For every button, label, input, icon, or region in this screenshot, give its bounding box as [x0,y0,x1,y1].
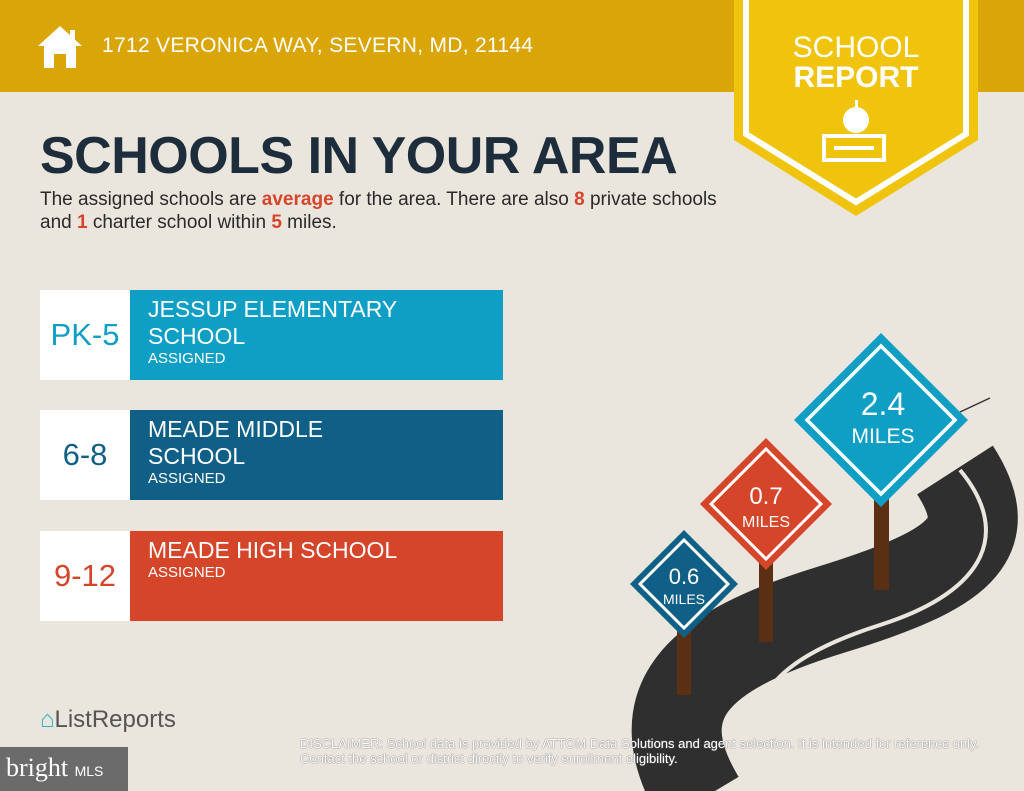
school-name: MEADE HIGH SCHOOL [148,537,398,563]
grade-range: 6-8 [40,410,130,500]
grade-range: 9-12 [40,531,130,621]
distance-sign [700,438,832,570]
summary-text: The assigned schools are average for the… [40,189,717,233]
apple-books-icon [822,100,886,162]
road [631,445,1018,791]
school-name: MEADE MIDDLE SCHOOL [148,416,324,469]
distance-value: 0.7 [749,483,782,510]
badge-line2: REPORT [793,61,919,94]
house-icon [38,26,82,68]
distance-unit: MILES [663,591,705,607]
page-title: SCHOOLS IN YOUR AREA [40,127,678,185]
distance-sign [794,333,968,507]
grade-range: PK-5 [40,290,130,380]
distance-unit: MILES [742,514,790,531]
distance-unit: MILES [851,425,914,448]
school-card[interactable]: 6-8 MEADE MIDDLE SCHOOL ASSIGNED [40,410,503,500]
school-status: ASSIGNED [148,564,226,581]
school-card[interactable]: PK-5 JESSUP ELEMENTARY SCHOOL ASSIGNED [40,290,503,380]
distance-sign [630,530,738,638]
school-status: ASSIGNED [148,470,226,487]
road-illustration: 0.6 MILES 0.7 MILES 2.4 MILES [630,333,1018,791]
distance-value: 0.6 [669,564,700,589]
badge-line1: SCHOOL [792,31,920,64]
school-name: JESSUP ELEMENTARY SCHOOL [148,296,397,349]
distance-value: 2.4 [861,386,905,422]
school-status: ASSIGNED [148,350,226,367]
listreports-logo: ⌂ListReports [40,706,176,733]
property-address: 1712 VERONICA WAY, SEVERN, MD, 21144 [102,34,534,57]
bright-mls-watermark: bright MLS [0,747,128,791]
road-line [755,468,988,791]
school-card[interactable]: 9-12 MEADE HIGH SCHOOL ASSIGNED [40,531,503,621]
school-report-badge [734,0,978,216]
disclaimer: DISCLAIMER: School data is provided by A… [300,736,980,766]
